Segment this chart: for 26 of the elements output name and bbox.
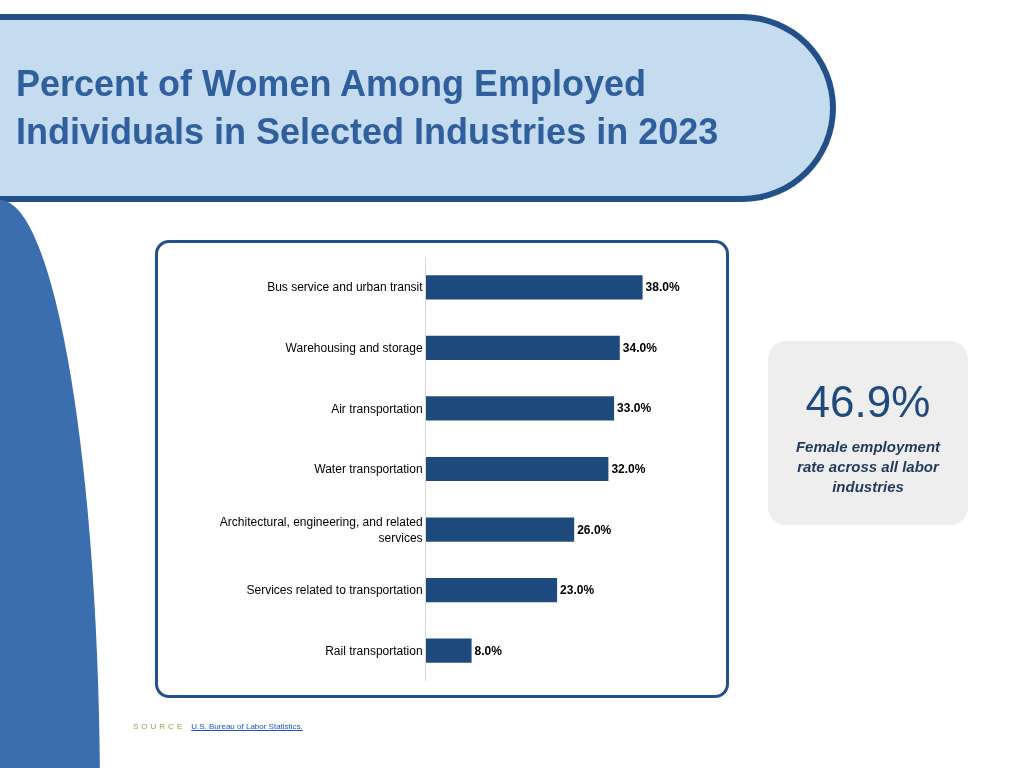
y-tick-label: Bus service and urban transit xyxy=(267,280,424,295)
text: SOURCE xyxy=(133,722,186,731)
bar xyxy=(426,396,615,421)
y-tick-label: Services related to transportation xyxy=(246,583,423,598)
y-tick-label: Rail transportation xyxy=(325,643,423,658)
chart-title: Percent of Women Among Employed Individuals in Selected Industries in 2023 xyxy=(16,62,720,154)
data-label: 26.0% xyxy=(577,522,612,537)
bar xyxy=(426,456,609,482)
data-label: 38.0% xyxy=(645,280,680,295)
data-label: 32.0% xyxy=(611,462,646,476)
text: U.S. Bureau of Labor Statistics. xyxy=(191,722,303,731)
data-label: 33.0% xyxy=(617,401,652,416)
bar xyxy=(426,275,643,300)
y-tick-label: Water transportation xyxy=(314,462,423,477)
text: 46.9% xyxy=(804,377,932,427)
bar xyxy=(426,638,472,663)
bar xyxy=(426,578,558,603)
data-label: 34.0% xyxy=(622,340,658,355)
y-tick-label: Warehousing and storage xyxy=(285,341,423,356)
data-label: 8.0% xyxy=(474,643,503,658)
text: Female employment rate across all labor industries xyxy=(794,437,942,497)
data-label: 23.0% xyxy=(560,583,595,598)
bar xyxy=(426,517,575,542)
y-tick-label: Air transportation xyxy=(331,401,423,416)
bar xyxy=(426,335,620,360)
y-tick-label: Architectural, engineering, and related services xyxy=(219,514,423,545)
